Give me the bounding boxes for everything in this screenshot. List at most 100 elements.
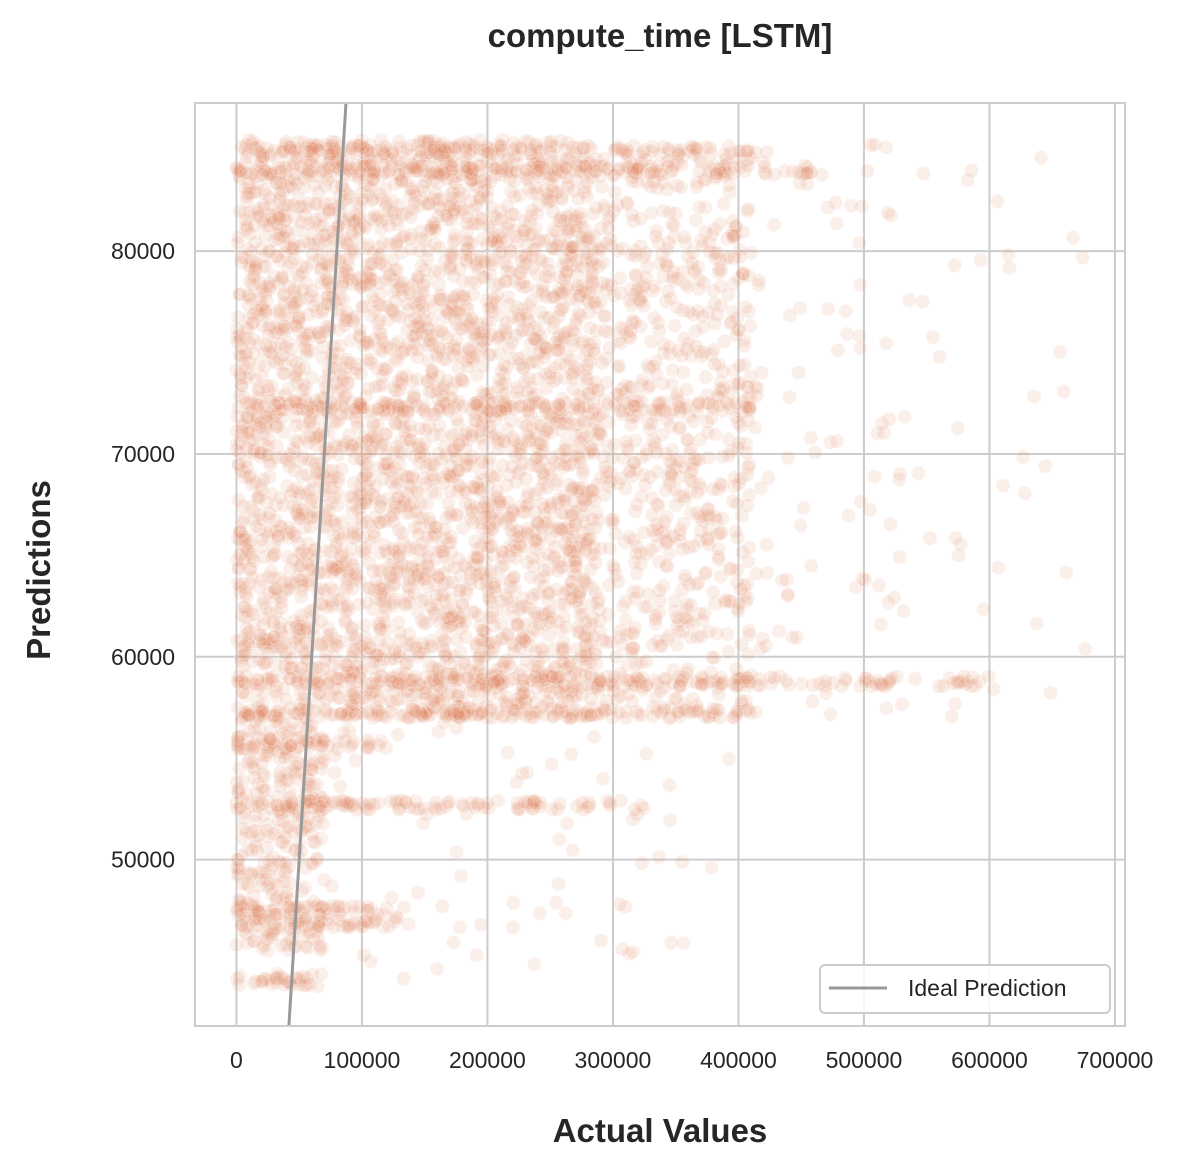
data-point bbox=[290, 706, 305, 721]
data-point bbox=[365, 654, 381, 670]
data-point bbox=[353, 185, 369, 201]
data-point bbox=[305, 834, 321, 849]
data-point bbox=[750, 380, 765, 396]
data-point bbox=[249, 672, 265, 687]
data-point bbox=[271, 185, 287, 201]
data-point bbox=[443, 261, 459, 277]
data-point bbox=[1078, 641, 1093, 657]
data-point bbox=[278, 582, 294, 598]
data-point bbox=[502, 548, 517, 564]
data-point bbox=[575, 508, 591, 523]
data-point bbox=[480, 145, 495, 160]
data-point bbox=[295, 382, 310, 398]
data-point bbox=[345, 216, 361, 232]
data-point bbox=[573, 607, 588, 623]
data-point bbox=[385, 697, 401, 712]
data-point bbox=[311, 252, 327, 267]
data-point bbox=[395, 534, 411, 550]
data-point bbox=[574, 278, 590, 294]
data-point bbox=[232, 532, 248, 547]
data-point bbox=[566, 381, 581, 397]
data-point bbox=[401, 336, 417, 351]
data-point bbox=[418, 476, 433, 492]
data-point bbox=[310, 196, 325, 212]
data-point bbox=[291, 310, 307, 326]
data-point bbox=[476, 472, 491, 488]
data-point bbox=[367, 208, 383, 223]
data-point bbox=[620, 442, 636, 458]
data-point bbox=[584, 489, 600, 505]
data-point bbox=[501, 297, 517, 313]
data-point bbox=[316, 661, 331, 677]
data-point bbox=[286, 526, 302, 542]
data-point bbox=[441, 260, 457, 275]
data-point bbox=[292, 309, 308, 325]
data-point bbox=[568, 218, 584, 234]
data-point bbox=[503, 580, 519, 595]
data-point bbox=[529, 439, 544, 455]
data-point bbox=[379, 212, 395, 227]
data-point bbox=[291, 191, 307, 206]
data-point bbox=[302, 562, 318, 578]
data-point bbox=[559, 324, 575, 339]
data-point bbox=[436, 587, 452, 602]
data-point bbox=[423, 691, 439, 707]
data-point bbox=[458, 425, 474, 440]
data-point bbox=[740, 646, 756, 662]
data-point bbox=[564, 507, 579, 523]
data-point bbox=[493, 632, 509, 647]
data-point bbox=[610, 359, 626, 375]
data-point bbox=[950, 420, 966, 436]
data-point bbox=[456, 655, 472, 671]
data-point bbox=[254, 539, 269, 555]
data-point bbox=[240, 145, 256, 160]
data-point bbox=[715, 449, 730, 465]
data-point bbox=[528, 138, 543, 154]
data-point bbox=[433, 192, 449, 207]
data-point bbox=[440, 686, 456, 702]
data-point bbox=[584, 251, 600, 267]
data-point bbox=[357, 495, 373, 511]
data-point bbox=[348, 410, 364, 425]
data-point bbox=[922, 530, 938, 546]
data-point bbox=[250, 201, 266, 217]
data-point bbox=[520, 489, 535, 505]
data-point bbox=[314, 245, 330, 260]
data-point bbox=[728, 524, 743, 539]
data-point bbox=[443, 508, 459, 523]
data-point bbox=[430, 661, 446, 677]
data-point bbox=[399, 368, 414, 383]
data-point bbox=[571, 544, 586, 559]
data-point bbox=[372, 341, 388, 357]
data-point bbox=[585, 206, 601, 222]
data-point bbox=[619, 657, 635, 673]
data-point bbox=[305, 254, 320, 270]
data-point bbox=[518, 133, 533, 149]
data-point bbox=[729, 574, 745, 590]
data-point bbox=[649, 464, 665, 480]
data-point bbox=[402, 433, 418, 449]
data-point bbox=[595, 632, 611, 648]
data-point bbox=[242, 433, 257, 449]
data-point bbox=[404, 479, 419, 495]
data-point bbox=[287, 444, 303, 460]
data-point bbox=[267, 709, 283, 725]
data-point bbox=[310, 695, 326, 710]
data-point bbox=[333, 548, 348, 563]
data-point bbox=[402, 313, 418, 329]
data-point bbox=[606, 143, 622, 159]
data-point bbox=[560, 180, 576, 196]
data-point bbox=[396, 971, 411, 987]
data-point bbox=[483, 563, 499, 579]
data-point bbox=[348, 145, 363, 161]
data-point bbox=[676, 229, 692, 245]
data-point bbox=[330, 470, 346, 486]
data-point bbox=[373, 298, 389, 313]
data-point bbox=[475, 231, 491, 247]
data-point bbox=[236, 389, 252, 405]
data-point bbox=[435, 475, 451, 491]
data-point bbox=[329, 535, 344, 551]
data-point bbox=[852, 340, 868, 356]
data-point bbox=[506, 351, 521, 366]
data-point bbox=[592, 613, 608, 628]
